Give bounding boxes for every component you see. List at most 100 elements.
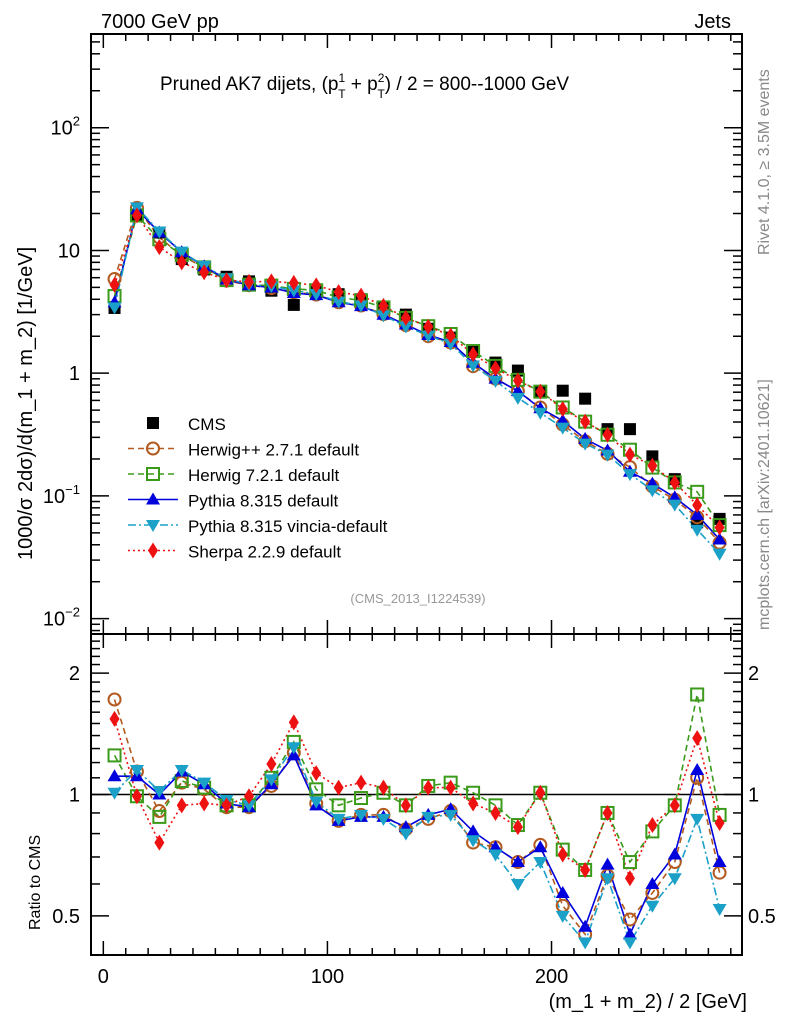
ratio-point-sherpa-2-2-9-default — [423, 779, 434, 796]
category-label: Jets — [694, 11, 731, 33]
ratio-point-pythia-8-315-default — [712, 855, 727, 868]
ratio-point-pythia-8-315-vincia-default — [174, 765, 189, 778]
main-point-pythia-8-315-vincia-default — [622, 469, 637, 482]
main-point-pythia-8-315-vincia-default — [466, 360, 481, 373]
main-point-pythia-8-315-vincia-default — [645, 485, 660, 498]
ratio-y-axis-label: Ratio to CMS — [27, 835, 44, 930]
main-point-sherpa-2-2-9-default — [714, 519, 725, 536]
ratio-point-pythia-8-315-vincia-default — [488, 849, 503, 862]
ratio-point-sherpa-2-2-9-default — [311, 765, 322, 782]
legend-marker-cms — [147, 417, 159, 429]
ratio-point-sherpa-2-2-9-default — [669, 797, 680, 814]
main-point-sherpa-2-2-9-default — [445, 327, 456, 344]
ratio-line-sherpa-2-2-9-default — [113, 718, 721, 881]
ratio-point-sherpa-2-2-9-default — [602, 804, 613, 821]
ratio-point-herwig-7-2-1-default — [152, 809, 167, 824]
main-point-pythia-8-315-default — [667, 490, 682, 503]
ratio-point-pythia-8-315-vincia-default — [241, 800, 256, 813]
ratio-point-pythia-8-315-vincia-default — [129, 765, 144, 778]
main-point-sherpa-2-2-9-default — [535, 383, 546, 400]
ratio-point-pythia-8-315-vincia-default — [443, 809, 458, 822]
main-point-sherpa-2-2-9-default — [692, 497, 703, 514]
x-tick-label: 200 — [535, 966, 568, 988]
ratio-point-pythia-8-315-default — [600, 857, 615, 870]
cms-data-point — [623, 423, 636, 436]
main-point-pythia-8-315-default — [690, 507, 705, 520]
legend-marker-pythia-8-315-vincia-default — [146, 520, 160, 532]
ratio-point-sherpa-2-2-9-default — [535, 784, 546, 801]
ratio-point-sherpa-2-2-9-default — [199, 795, 210, 812]
y-tick-label: 10−2 — [43, 605, 80, 631]
main-point-sherpa-2-2-9-default — [311, 277, 322, 294]
ratio-point-herwig-7-2-1-default — [331, 798, 346, 813]
ratio-y-tick-label-right: 1 — [748, 785, 759, 807]
ratio-line-pythia-8-315-vincia-default — [113, 745, 721, 945]
main-point-pythia-8-315-vincia-default — [712, 548, 727, 561]
ratio-point-herwig-2-7-1-default — [107, 692, 122, 707]
ratio-point-sherpa-2-2-9-default — [557, 846, 568, 863]
ratio-point-sherpa-2-2-9-default — [288, 714, 299, 731]
legend-marker-herwig-7-2-1-default — [146, 467, 160, 481]
legend-label-herwig-7-2-1-default: Herwig 7.2.1 default — [188, 466, 339, 485]
ratio-y-tick-label: 0.5 — [52, 906, 80, 928]
legend-marker-pythia-8-315-default — [146, 492, 160, 505]
ratio-point-pythia-8-315-vincia-default — [533, 857, 548, 870]
ratio-point-pythia-8-315-default — [667, 847, 682, 860]
ratio-point-pythia-8-315-vincia-default — [286, 742, 301, 755]
main-point-pythia-8-315-vincia-default — [331, 296, 346, 309]
main-line-pythia-8-315-vincia-default — [113, 205, 721, 555]
main-point-sherpa-2-2-9-default — [400, 309, 411, 326]
ratio-point-sherpa-2-2-9-default — [445, 779, 456, 796]
ratio-point-sherpa-2-2-9-default — [131, 788, 142, 805]
ratio-point-sherpa-2-2-9-default — [714, 814, 725, 831]
mcplots-source-label: mcplots.cern.ch [arXiv:2401.10621] — [756, 379, 773, 630]
ratio-point-pythia-8-315-vincia-default — [712, 904, 727, 917]
ratio-point-pythia-8-315-default — [286, 748, 301, 761]
ratio-point-pythia-8-315-default — [488, 840, 503, 853]
ratio-point-sherpa-2-2-9-default — [624, 870, 635, 887]
main-point-pythia-8-315-vincia-default — [667, 499, 682, 512]
main-point-pythia-8-315-vincia-default — [443, 338, 458, 351]
ratio-point-herwig-7-2-1-default — [690, 687, 705, 702]
cms-data-point — [579, 392, 592, 405]
ratio-line-pythia-8-315-default — [114, 753, 721, 937]
main-point-sherpa-2-2-9-default — [512, 372, 523, 389]
ratio-point-sherpa-2-2-9-default — [400, 797, 411, 814]
ratio-point-pythia-8-315-vincia-default — [578, 937, 593, 950]
main-point-pythia-8-315-vincia-default — [309, 289, 324, 302]
cms-data-point — [556, 384, 569, 397]
main-point-pythia-8-315-vincia-default — [376, 310, 391, 323]
main-point-pythia-8-315-vincia-default — [578, 438, 593, 451]
main-point-sherpa-2-2-9-default — [356, 287, 367, 304]
ratio-point-pythia-8-315-vincia-default — [645, 900, 660, 913]
legend-label-herwig-2-7-1-default: Herwig++ 2.7.1 default — [188, 441, 359, 460]
ratio-point-sherpa-2-2-9-default — [378, 779, 389, 796]
ratio-point-sherpa-2-2-9-default — [221, 797, 232, 814]
main-point-sherpa-2-2-9-default — [131, 207, 142, 224]
main-point-pythia-8-315-vincia-default — [510, 392, 525, 405]
legend-marker-herwig-2-7-1-default — [146, 441, 160, 456]
main-point-sherpa-2-2-9-default — [557, 400, 568, 417]
legend-label-cms: CMS — [188, 415, 226, 434]
main-point-pythia-8-315-vincia-default — [107, 302, 122, 315]
main-point-pythia-8-315-vincia-default — [690, 524, 705, 537]
main-point-pythia-8-315-vincia-default — [600, 449, 615, 462]
ratio-point-pythia-8-315-vincia-default — [264, 774, 279, 787]
main-line-sherpa-2-2-9-default — [113, 213, 721, 529]
ratio-point-pythia-8-315-vincia-default — [510, 878, 525, 891]
ratio-line-herwig-7-2-1-default — [113, 694, 721, 872]
ratio-point-pythia-8-315-default — [555, 885, 570, 898]
ratio-panel-frame — [90, 633, 743, 956]
main-point-sherpa-2-2-9-default — [243, 273, 254, 290]
ratio-point-sherpa-2-2-9-default — [647, 817, 658, 834]
main-point-pythia-8-315-vincia-default — [174, 246, 189, 259]
ratio-point-pythia-8-315-vincia-default — [667, 873, 682, 886]
rivet-version-label: Rivet 4.1.0, ≥ 3.5M events — [756, 69, 773, 255]
main-point-pythia-8-315-default — [712, 532, 727, 545]
ratio-point-pythia-8-315-vincia-default — [331, 813, 346, 826]
ratio-point-sherpa-2-2-9-default — [109, 710, 120, 727]
ratio-point-sherpa-2-2-9-default — [468, 795, 479, 812]
ratio-point-pythia-8-315-vincia-default — [152, 786, 167, 799]
ratio-point-pythia-8-315-default — [533, 840, 548, 853]
main-point-pythia-8-315-vincia-default — [286, 285, 301, 298]
